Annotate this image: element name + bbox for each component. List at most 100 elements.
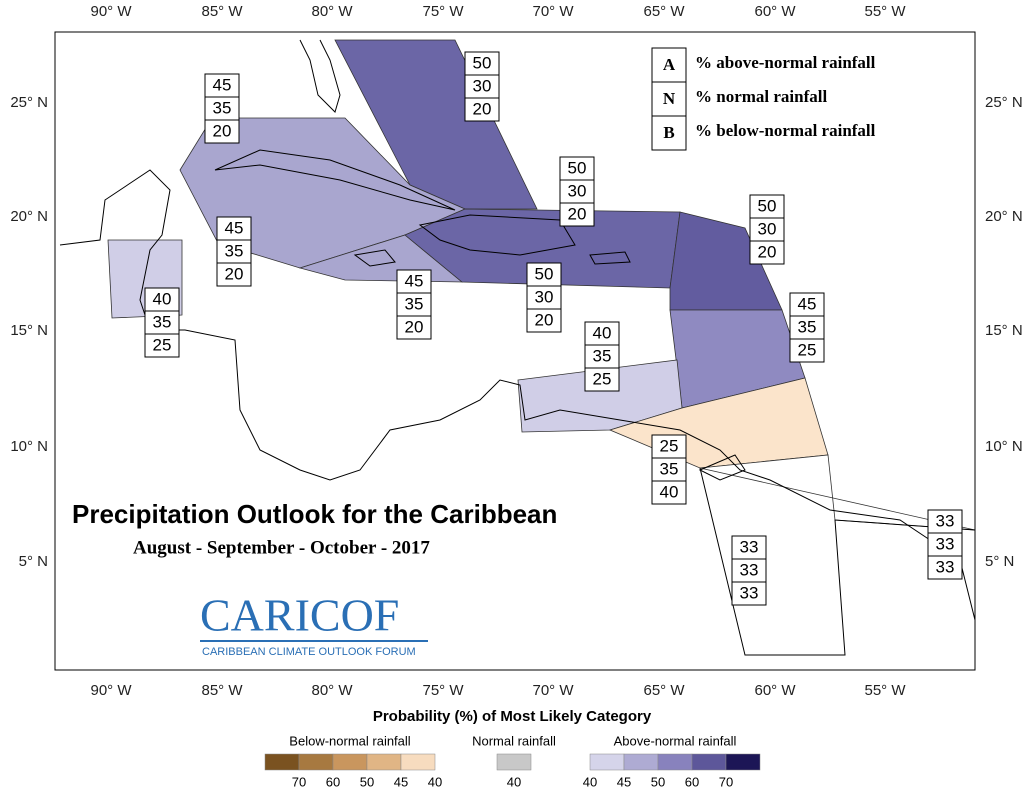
longitude-label: 90° W <box>90 3 132 20</box>
outlook-value: 20 <box>758 242 777 261</box>
colorbar-tick-label: 60 <box>685 774 699 789</box>
longitude-label: 80° W <box>311 682 353 699</box>
longitude-label: 85° W <box>201 3 243 20</box>
outlook-box <box>526 308 562 333</box>
coast <box>699 467 976 656</box>
longitude-label: 60° W <box>754 682 796 699</box>
outlook-value: 35 <box>225 241 244 260</box>
colorbar-swatch <box>298 753 334 771</box>
coast <box>418 214 576 256</box>
longitude-label: 65° W <box>643 682 685 699</box>
longitude-label: 90° W <box>90 682 132 699</box>
outlook-box <box>464 97 500 122</box>
outlook-box <box>584 367 620 392</box>
outlook-value: 40 <box>153 289 172 308</box>
outlook-value: 50 <box>758 196 777 215</box>
outlook-value: 20 <box>405 317 424 336</box>
outlook-box <box>204 119 240 144</box>
key-text: % normal rainfall <box>695 87 827 106</box>
outlook-value: 33 <box>740 537 759 556</box>
outlook-value: 33 <box>740 583 759 602</box>
outlook-value: 35 <box>405 294 424 313</box>
key-code: A <box>663 55 676 74</box>
coast <box>214 149 456 211</box>
outlook-value: 50 <box>535 264 554 283</box>
outlook-box <box>789 338 825 363</box>
subtitle: August - September - October - 2017 <box>133 537 430 558</box>
longitude-label: 55° W <box>864 682 906 699</box>
outlook-value: 30 <box>473 76 492 95</box>
outlook-value: 33 <box>740 560 759 579</box>
longitude-label: 80° W <box>311 3 353 20</box>
coast <box>589 251 631 265</box>
colorbar-swatch <box>589 753 625 771</box>
colorbar-swatch <box>496 753 532 771</box>
outlook-value: 35 <box>593 346 612 365</box>
outlook-box <box>651 480 687 505</box>
longitude-label: 60° W <box>754 3 796 20</box>
colorbar-tick-label: 70 <box>292 774 306 789</box>
longitude-label: 65° W <box>643 3 685 20</box>
outlook-box <box>396 315 432 340</box>
colorbar-swatch <box>725 753 761 771</box>
outlook-box <box>731 581 767 606</box>
key-box <box>651 115 687 151</box>
outlook-value: 33 <box>936 557 955 576</box>
longitude-label: 70° W <box>532 3 574 20</box>
outlook-zone <box>334 39 538 210</box>
colorbar-group-label: Below-normal rainfall <box>289 733 410 748</box>
colorbar-tick-label: 40 <box>428 774 442 789</box>
outlook-value: 35 <box>798 317 817 336</box>
latitude-label: 25° N <box>10 94 48 111</box>
outlook-box <box>559 202 595 227</box>
colorbar-tick-label: 40 <box>583 774 597 789</box>
key-code: N <box>663 89 676 108</box>
outlook-value: 20 <box>213 121 232 140</box>
outlook-value: 33 <box>936 511 955 530</box>
colorbar-swatch <box>623 753 659 771</box>
outlook-value: 35 <box>660 459 679 478</box>
outlook-value: 20 <box>225 264 244 283</box>
outlook-value: 25 <box>798 340 817 359</box>
colorbar-swatch <box>332 753 368 771</box>
outlook-value: 30 <box>758 219 777 238</box>
outlook-value: 45 <box>213 75 232 94</box>
logo-tagline: CARIBBEAN CLIMATE OUTLOOK FORUM <box>202 646 416 658</box>
coast <box>59 169 976 621</box>
longitude-label: 75° W <box>422 3 464 20</box>
outlook-value: 40 <box>593 323 612 342</box>
latitude-label: 20° N <box>985 208 1023 225</box>
outlook-value: 20 <box>568 204 587 223</box>
longitude-label: 75° W <box>422 682 464 699</box>
outlook-value: 45 <box>225 218 244 237</box>
colorbar-swatch <box>657 753 693 771</box>
outlook-value: 25 <box>153 335 172 354</box>
outlook-value: 25 <box>593 369 612 388</box>
outlook-value: 20 <box>535 310 554 329</box>
outlook-value: 45 <box>798 294 817 313</box>
outlook-value: 20 <box>473 99 492 118</box>
key-text: % above-normal rainfall <box>695 53 876 72</box>
latitude-label: 5° N <box>985 553 1014 570</box>
colorbar-swatch <box>400 753 436 771</box>
coast <box>299 39 341 113</box>
colorbar-tick-label: 50 <box>651 774 665 789</box>
coastlines <box>59 39 976 656</box>
latitude-label: 20° N <box>10 208 48 225</box>
coast <box>698 454 746 481</box>
coast <box>353 249 396 267</box>
outlook-value: 25 <box>660 436 679 455</box>
latitude-label: 10° N <box>10 438 48 455</box>
latitude-label: 15° N <box>10 322 48 339</box>
colorbar-tick-label: 70 <box>719 774 733 789</box>
key-code: B <box>663 123 674 142</box>
colorbar-group-label: Above-normal rainfall <box>614 733 737 748</box>
longitude-label: 85° W <box>201 682 243 699</box>
colorbar-swatch <box>691 753 727 771</box>
colorbar-tick-label: 40 <box>507 774 521 789</box>
outlook-value: 45 <box>405 271 424 290</box>
outlook-value: 30 <box>568 181 587 200</box>
colorbar-tick-label: 45 <box>617 774 631 789</box>
outlook-value: 35 <box>213 98 232 117</box>
